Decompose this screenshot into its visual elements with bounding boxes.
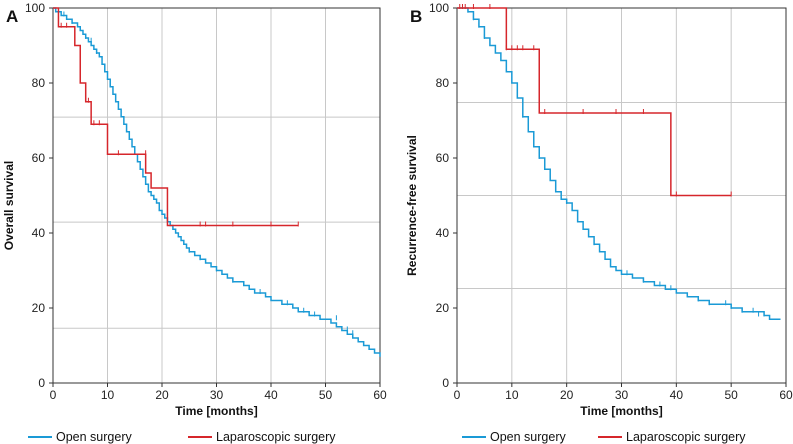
y-tick-label: 20 (436, 301, 450, 315)
y-axis-label: Recurrence-free survival (405, 135, 419, 276)
x-tick-label: 40 (670, 388, 684, 402)
legend-b: Open surgery Laparoscopic surgery (462, 430, 746, 444)
x-tick-label: 60 (373, 388, 387, 402)
panel-label: A (6, 7, 18, 26)
y-tick-label: 0 (442, 376, 449, 390)
panel-a-chart: 0 10 20 30 40 50 60 0 20 40 60 80 100 Time [months] Ov… (2, 1, 387, 418)
panel-label: B (410, 7, 422, 26)
series-line-open-surgery (457, 7, 781, 320)
legend-a-lap-label: Laparoscopic surgery (216, 430, 336, 444)
y-axis-label: Overall survival (2, 161, 16, 250)
y-tick-label: 60 (32, 151, 46, 165)
y-tick-label: 100 (429, 1, 449, 15)
x-tick-label: 40 (264, 388, 278, 402)
x-tick-label: 20 (155, 388, 169, 402)
y-tick-label: 100 (25, 1, 45, 15)
y-tick-label: 40 (436, 226, 450, 240)
x-axis-label: Time [months] (580, 404, 662, 418)
legend-b-lap-label: Laparoscopic surgery (626, 430, 746, 444)
x-axis-label: Time [months] (175, 404, 257, 418)
x-tick-label: 50 (724, 388, 738, 402)
x-tick-label: 50 (319, 388, 333, 402)
series-line-laparoscopic-surgery (457, 7, 732, 197)
y-tick-label: 20 (32, 301, 46, 315)
legend-a: Open surgery Laparoscopic surgery (28, 430, 336, 444)
x-tick-label: 60 (779, 388, 793, 402)
legend-b-open-label: Open surgery (490, 430, 566, 444)
x-tick-label: 0 (454, 388, 461, 402)
x-tick-label: 30 (615, 388, 629, 402)
x-tick-label: 10 (101, 388, 115, 402)
x-tick-label: 0 (50, 388, 57, 402)
y-tick-label: 0 (38, 376, 45, 390)
panel-b-chart: 0 10 20 30 40 50 60 0 20 40 60 80 100 Time [months] Re… (405, 1, 793, 418)
y-tick-label: 60 (436, 151, 450, 165)
series-line-laparoscopic-surgery (53, 7, 299, 227)
y-tick-label: 80 (436, 76, 450, 90)
x-tick-label: 30 (210, 388, 224, 402)
x-tick-label: 10 (505, 388, 519, 402)
x-tick-label: 20 (560, 388, 574, 402)
y-tick-label: 40 (32, 226, 46, 240)
legend-a-open-label: Open surgery (56, 430, 132, 444)
y-tick-label: 80 (32, 76, 46, 90)
